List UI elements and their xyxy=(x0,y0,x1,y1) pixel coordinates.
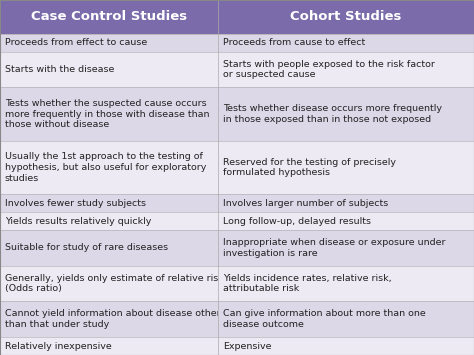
Bar xyxy=(218,141,474,194)
Text: Involves fewer study subjects: Involves fewer study subjects xyxy=(5,199,146,208)
Text: Expensive: Expensive xyxy=(223,342,271,351)
Bar xyxy=(218,51,474,87)
Text: Long follow-up, delayed results: Long follow-up, delayed results xyxy=(223,217,371,226)
Bar xyxy=(0,301,218,337)
Bar xyxy=(218,337,474,355)
Text: Usually the 1st approach to the testing of
hypothesis, but also useful for explo: Usually the 1st approach to the testing … xyxy=(5,152,206,183)
Text: Relatively inexpensive: Relatively inexpensive xyxy=(5,342,111,351)
Bar xyxy=(218,212,474,230)
Text: Tests whether disease occurs more frequently
in those exposed than in those not : Tests whether disease occurs more freque… xyxy=(223,104,442,124)
Text: Starts with people exposed to the risk factor
or suspected cause: Starts with people exposed to the risk f… xyxy=(223,60,435,79)
Text: Involves larger number of subjects: Involves larger number of subjects xyxy=(223,199,388,208)
Bar xyxy=(218,87,474,141)
Bar xyxy=(0,141,218,194)
Bar xyxy=(218,230,474,266)
Text: Cohort Studies: Cohort Studies xyxy=(291,10,401,23)
Text: Yields incidence rates, relative risk,
attributable risk: Yields incidence rates, relative risk, a… xyxy=(223,274,392,294)
Text: Case Control Studies: Case Control Studies xyxy=(31,10,187,23)
Bar xyxy=(218,34,474,51)
Text: Suitable for study of rare diseases: Suitable for study of rare diseases xyxy=(5,244,168,252)
Bar xyxy=(0,194,218,212)
Bar xyxy=(0,34,218,51)
Text: Yields results relatively quickly: Yields results relatively quickly xyxy=(5,217,151,226)
Bar xyxy=(0,51,218,87)
Bar xyxy=(218,266,474,301)
Text: Inappropriate when disease or exposure under
investigation is rare: Inappropriate when disease or exposure u… xyxy=(223,238,445,258)
Bar xyxy=(0,0,218,34)
Bar xyxy=(0,337,218,355)
Bar xyxy=(218,194,474,212)
Text: Can give information about more than one
disease outcome: Can give information about more than one… xyxy=(223,310,426,329)
Bar xyxy=(0,212,218,230)
Text: Proceeds from effect to cause: Proceeds from effect to cause xyxy=(5,38,147,47)
Text: Proceeds from cause to effect: Proceeds from cause to effect xyxy=(223,38,365,47)
Bar xyxy=(218,301,474,337)
Bar xyxy=(0,87,218,141)
Text: Cannot yield information about disease other
than that under study: Cannot yield information about disease o… xyxy=(5,310,220,329)
Text: Reserved for the testing of precisely
formulated hypothesis: Reserved for the testing of precisely fo… xyxy=(223,158,396,178)
Text: Starts with the disease: Starts with the disease xyxy=(5,65,114,74)
Text: Generally, yields only estimate of relative risk
(Odds ratio): Generally, yields only estimate of relat… xyxy=(5,274,223,294)
Text: Tests whether the suspected cause occurs
more frequently in those with disease t: Tests whether the suspected cause occurs… xyxy=(5,99,209,129)
Bar xyxy=(0,230,218,266)
Bar xyxy=(218,0,474,34)
Bar xyxy=(0,266,218,301)
